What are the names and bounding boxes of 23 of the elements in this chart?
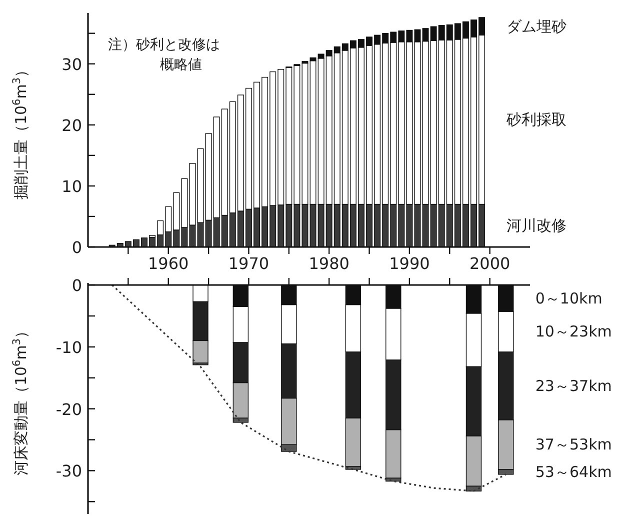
series-label: 37～53km	[535, 436, 612, 454]
y-tick-label: 20	[62, 116, 82, 135]
series-label: ダム埋砂	[506, 17, 567, 36]
series-label: 河川改修	[506, 216, 567, 235]
series-label: 0～10km	[535, 289, 602, 308]
x-tick-label: 1980	[308, 254, 350, 273]
series-label: 23～37km	[535, 376, 612, 395]
x-tick-label: 1990	[389, 254, 430, 273]
x-tick-label: 1970	[228, 254, 270, 273]
series-label: 砂利採取	[506, 110, 567, 129]
y-tick-label: -20	[56, 400, 82, 419]
series-label: 10～23km	[535, 322, 612, 341]
y-tick-label: -10	[56, 338, 82, 357]
annotation: 概略値	[160, 57, 202, 73]
x-tick-label: 1960	[148, 254, 189, 273]
y-tick-label: 0	[72, 276, 82, 295]
y-tick-label: -30	[56, 462, 82, 481]
y-tick-label: 0	[72, 238, 82, 257]
series-label: 53～64km	[535, 462, 612, 481]
y-tick-label: 10	[62, 176, 82, 196]
x-tick-label: 2000	[469, 254, 510, 273]
y-tick-label: 30	[62, 54, 82, 74]
annotation: 注）砂利と改修は	[108, 37, 220, 53]
